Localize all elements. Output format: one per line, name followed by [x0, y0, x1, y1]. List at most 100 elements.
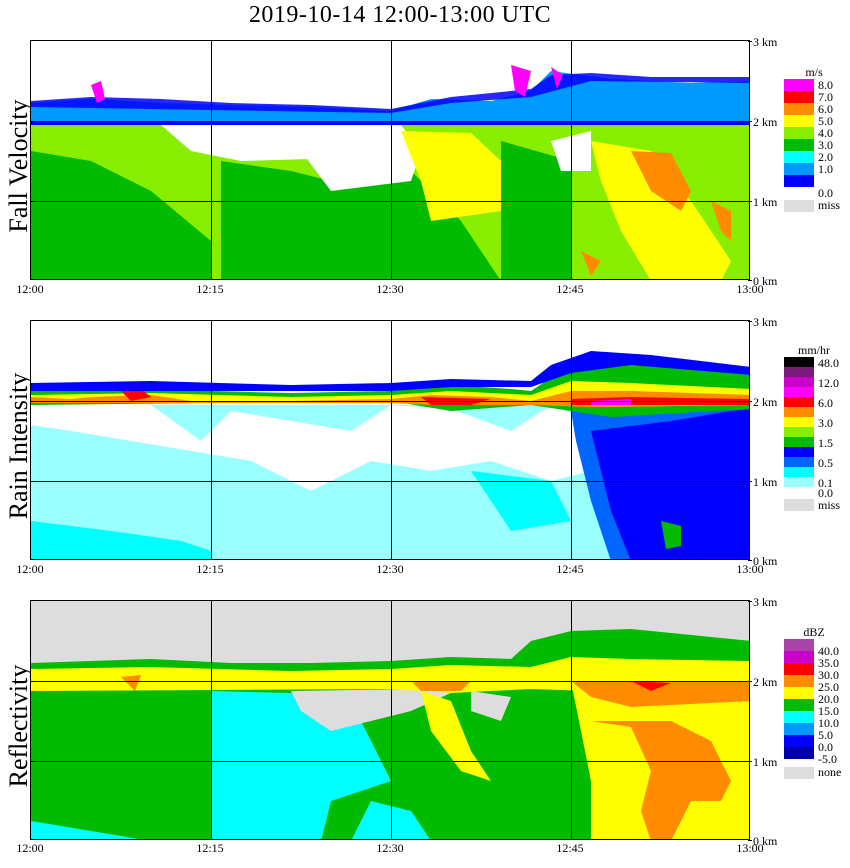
fv-xtick-1300: 13:00: [736, 282, 764, 296]
rf-orange-band: [121, 675, 749, 707]
rf-swatch-15: [784, 699, 814, 711]
fv-rain-green-right: [501, 141, 571, 279]
fv-grid-h1: [31, 201, 749, 202]
rf-swatch-5: [784, 723, 814, 735]
rf-level-40: 40.0: [818, 644, 839, 658]
fv-ytick-3km: 3 km: [747, 35, 778, 49]
ri-level-01: 0.1: [818, 476, 833, 490]
rf-level-35: 35.0: [818, 656, 839, 670]
ri-grid-v1: [211, 321, 212, 559]
rf-xtick-1215: 12:15: [196, 841, 224, 855]
rf-orange-fall: [591, 721, 731, 839]
rf-ytick-1km: 1 km: [747, 755, 778, 769]
rf-level-30: 30.0: [818, 668, 839, 682]
ri-level-48: 48.0: [818, 356, 839, 370]
rf-level-none: none: [818, 765, 842, 779]
rf-swatch-20: [784, 687, 814, 699]
ri-ytick-1km: 1 km: [747, 475, 778, 489]
ri-xtick-1300: 13:00: [736, 562, 764, 576]
ri-level-05: 0.5: [818, 456, 833, 470]
rf-level-20: 20.0: [818, 692, 839, 706]
rf-swatch-0: [784, 735, 814, 747]
rf-swatch-10: [784, 711, 814, 723]
ri-dark-blue-shaft: [591, 409, 749, 559]
rf-ytick-0km: 0 km: [747, 834, 778, 848]
fv-swatch-1: [784, 163, 814, 175]
fv-swatch-2: [784, 151, 814, 163]
rf-level-neg5: -5.0: [818, 752, 837, 766]
plot-area-reflectivity: [30, 600, 750, 840]
ri-swatch-9: [784, 387, 814, 397]
panel-fall-velocity: Fall Velocity 3 km 2 km 1 km 0 km 12:: [0, 26, 850, 306]
fv-xtick-1245: 12:45: [556, 282, 584, 296]
fv-xtick-1200: 12:00: [16, 282, 44, 296]
plot-area-fall-velocity: [30, 40, 750, 280]
ri-top-edge: [31, 351, 749, 391]
rf-swatch-30: [784, 663, 814, 675]
rf-yellow-fall-mid: [421, 691, 491, 781]
fv-level-4: 4.0: [818, 126, 833, 140]
panel-rain-intensity: Rain Intensity 3 km 2 km 1 km 0 km 12:00…: [0, 306, 850, 586]
ri-grid-v2: [391, 321, 392, 559]
fv-yellow-fall-right: [591, 141, 731, 279]
fv-swatch-miss: [784, 200, 814, 212]
ri-level-15: 1.5: [818, 436, 833, 450]
legend-unit-reflectivity: dBZ: [803, 625, 825, 639]
ri-swatch-6: [784, 397, 814, 407]
rf-xtick-1300: 13:00: [736, 841, 764, 855]
fv-level-2: 2.0: [818, 150, 833, 164]
fv-melt-line: [31, 121, 749, 125]
ri-melt-magenta: [591, 399, 631, 405]
fv-level-6: 6.0: [818, 102, 833, 116]
fv-level-5: 5.0: [818, 114, 833, 128]
rf-bright-band: [31, 657, 749, 701]
rf-gray-gap-right: [471, 691, 511, 721]
rf-xtick-1230: 12:30: [376, 841, 404, 855]
rf-level-0: 0.0: [818, 740, 833, 754]
fv-yellow-fall-mid: [401, 131, 501, 221]
fv-level-1: 1.0: [818, 162, 833, 176]
fv-orange-speck: [581, 251, 601, 276]
ri-swatch-1: [784, 447, 814, 457]
rf-ytick-2km: 2 km: [747, 675, 778, 689]
rf-grid-v2: [391, 601, 392, 839]
ri-ytick-0km: 0 km: [747, 554, 778, 568]
ri-green-core: [661, 521, 681, 549]
rf-grid-h2: [31, 681, 749, 682]
ri-level-miss: miss: [818, 498, 841, 512]
ri-grid-h1: [31, 481, 749, 482]
ri-xtick-1215: 12:15: [196, 562, 224, 576]
rf-xtick-1200: 12:00: [16, 841, 44, 855]
fv-orange-core: [631, 151, 731, 241]
ri-swatch-01: [784, 477, 814, 487]
rf-cyan-mid: [211, 691, 391, 839]
rf-swatch-35: [784, 651, 814, 663]
rf-cyan-base: [31, 801, 430, 839]
rf-ytick-3km: 3 km: [747, 595, 778, 609]
plot-area-rain-intensity: [30, 320, 750, 560]
rf-swatch-25: [784, 675, 814, 687]
fv-xtick-1230: 12:30: [376, 282, 404, 296]
fv-magenta-specks: [91, 65, 563, 103]
fv-swatch-0: [784, 175, 814, 187]
ri-cyan-band-left: [31, 521, 211, 559]
chart-title: 2019-10-14 12:00-13:00 UTC: [248, 2, 552, 28]
ri-swatch-12: [784, 377, 814, 387]
fv-grid-v2: [391, 41, 392, 279]
rf-grid-h1: [31, 761, 749, 762]
fv-grid-v3: [571, 41, 572, 279]
ri-grid-h2: [31, 401, 749, 402]
ri-swatch-2: [784, 427, 814, 437]
ri-white-virga: [31, 405, 591, 491]
ri-level-12: 12.0: [818, 376, 839, 390]
ri-swatch-05: [784, 457, 814, 467]
ri-swatch-0: [784, 487, 814, 497]
ri-xtick-1200: 12:00: [16, 562, 44, 576]
ri-swatch-3: [784, 417, 814, 427]
panel-reflectivity: Reflectivity 3 km 2 km 1 km 0 km 12:00 1…: [0, 586, 850, 866]
fv-rain-green-left: [31, 151, 211, 279]
fv-top-edge: [31, 73, 749, 113]
ri-level-3: 3.0: [818, 416, 833, 430]
ri-ytick-2km: 2 km: [747, 395, 778, 409]
rf-grid-v3: [571, 601, 572, 839]
